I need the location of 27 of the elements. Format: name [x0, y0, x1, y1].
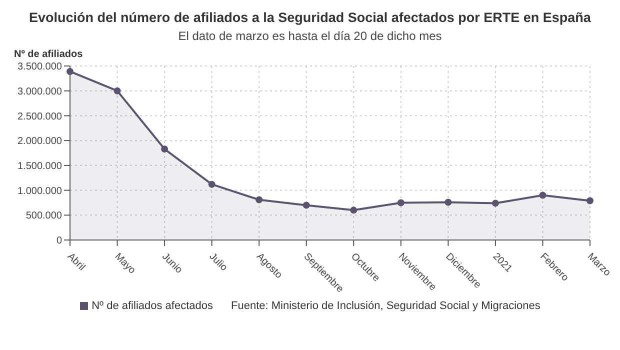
point	[208, 180, 216, 188]
legend-label: Nº de afiliados afectados	[90, 300, 214, 312]
point	[444, 198, 452, 206]
x-tick-label: Abril	[65, 251, 87, 274]
y-tick-label: 1.500.000	[18, 160, 62, 172]
point	[586, 197, 594, 204]
y-tick-label: 3.000.000	[18, 86, 62, 98]
chart-title: Evolución del número de afiliados a la Seguridad Social afectados por ERTE en España	[28, 9, 592, 25]
y-tick-label: 2.500.000	[18, 111, 62, 122]
y-tick-label: 0	[56, 236, 62, 247]
point	[492, 200, 499, 207]
source-note: Fuente: Ministerio de Inclusión, Seguridad Social y Migraciones	[231, 300, 540, 312]
y-tick-label: 2.000.000	[18, 136, 62, 148]
point	[302, 202, 310, 209]
y-axis-title: Nº de afiliados	[14, 49, 84, 60]
y-tick-label: 500.000	[26, 210, 62, 222]
chart-subtitle: El dato de marzo es hasta el día 20 de dicho mes	[177, 29, 443, 43]
point	[256, 196, 263, 204]
point	[350, 206, 358, 214]
point	[161, 146, 168, 153]
point	[114, 87, 121, 94]
y-tick-label: 1.000.000	[18, 186, 62, 197]
x-tick-label: Julio	[206, 251, 230, 274]
point	[66, 68, 74, 75]
y-tick-label: 3.500.000	[18, 62, 62, 73]
point	[539, 192, 546, 199]
point	[397, 199, 404, 206]
